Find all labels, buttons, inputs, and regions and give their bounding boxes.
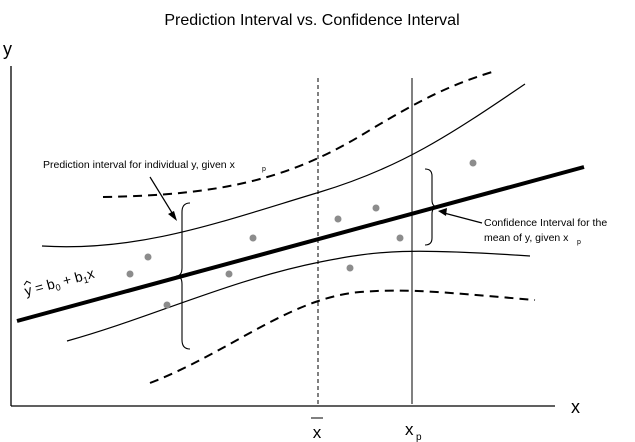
prediction-arrowhead [168,211,177,221]
data-point [346,264,354,272]
equation-x: x [85,265,96,282]
x-axis-label: x [571,397,580,417]
prediction-lower-band [149,289,536,384]
xp-subscript: p [416,432,422,442]
regression-equation: y = b0 + b1x [23,265,97,301]
yhat-caret [23,280,32,286]
equation-eq: = b [29,275,56,297]
prediction-upper-band [102,71,493,198]
data-point [249,234,257,242]
confidence-upper-band [41,83,526,248]
data-point [334,215,342,223]
equation-plus: + b [57,268,84,290]
xp-marker: x p [405,420,422,442]
confidence-interval-sub: p [577,239,581,246]
prediction-interval-label: Prediction interval for individual y, gi… [43,159,266,173]
confidence-interval-brace [424,168,439,246]
data-point [163,301,171,309]
regression-line [16,165,585,323]
confidence-arrowhead [438,208,447,216]
confidence-interval-label: Confidence Interval for the mean of y, g… [484,217,607,246]
y-axis-label: y [3,39,12,59]
equation-yhat: y [23,282,34,299]
confidence-arrow [443,212,483,224]
prediction-arrow [149,176,175,217]
prediction-interval-text: Prediction interval for individual y, gi… [43,159,236,171]
mean-x-label: x [313,423,322,442]
data-point [372,204,380,212]
data-point [225,270,233,278]
data-point [144,253,152,261]
equation-b0-sub: 0 [54,282,61,293]
data-points [126,159,477,309]
data-point [469,159,477,167]
confidence-lower-band [66,250,531,342]
confidence-interval-line1: Confidence Interval for the [484,217,607,229]
confidence-interval-line2: mean of y, given x [484,232,569,244]
data-point [396,234,404,242]
equation-b1-sub: 1 [82,274,89,285]
prediction-interval-brace [175,202,191,350]
diagram-title: Prediction Interval vs. Confidence Inter… [164,12,459,29]
mean-x-marker: x [311,417,323,442]
data-point [126,270,134,278]
xp-label: x [405,420,414,439]
prediction-interval-sub: p [262,166,266,173]
svg-text:y = b0 + b1x: y = b0 + b1x [23,265,97,301]
